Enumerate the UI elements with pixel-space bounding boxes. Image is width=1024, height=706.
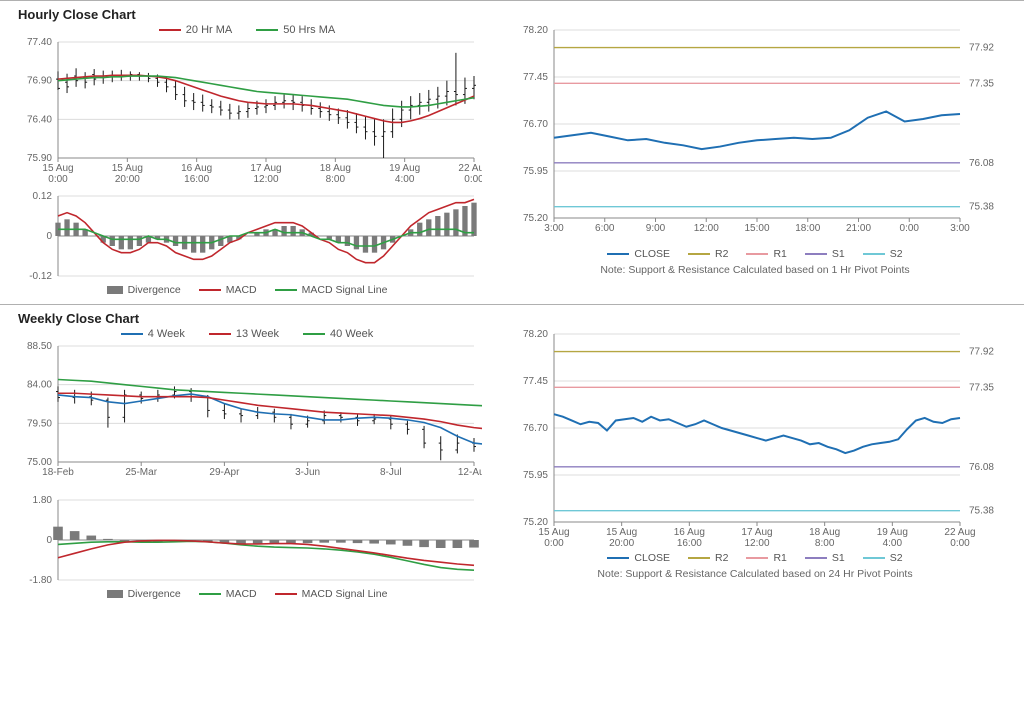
svg-text:21:00: 21:00 [846, 223, 871, 234]
svg-text:76.40: 76.40 [27, 114, 52, 125]
svg-text:22 Aug: 22 Aug [458, 163, 482, 174]
svg-text:17 Aug: 17 Aug [250, 163, 281, 174]
hourly-sr-chart: 75.2075.9576.7077.4578.203:006:009:0012:… [510, 24, 1000, 246]
svg-text:3:00: 3:00 [544, 223, 564, 234]
svg-text:3-Jun: 3-Jun [295, 467, 320, 478]
svg-text:-0.12: -0.12 [29, 271, 52, 282]
svg-text:15 Aug: 15 Aug [606, 527, 637, 538]
weekly-price-chart: 75.0079.5084.0088.5018-Feb25-Mar29-Apr3-… [12, 342, 482, 490]
svg-text:4:00: 4:00 [395, 174, 415, 185]
svg-text:0:00: 0:00 [464, 174, 482, 185]
svg-text:0:00: 0:00 [544, 538, 564, 549]
svg-text:76.70: 76.70 [523, 119, 548, 130]
svg-text:16 Aug: 16 Aug [181, 163, 212, 174]
svg-text:76.08: 76.08 [969, 462, 994, 473]
svg-text:18 Aug: 18 Aug [809, 527, 840, 538]
svg-text:6:00: 6:00 [595, 223, 615, 234]
svg-text:1.80: 1.80 [33, 496, 53, 506]
hourly-macd-legend: DivergenceMACDMACD Signal Line [12, 284, 482, 296]
svg-text:20:00: 20:00 [115, 174, 140, 185]
weekly-sr-chart: 75.2075.9576.7077.4578.2015 Aug0:0015 Au… [510, 328, 1000, 550]
hourly-panel: Hourly Close Chart 20 Hr MA50 Hrs MA 75.… [0, 0, 1024, 304]
svg-text:8-Jul: 8-Jul [380, 467, 402, 478]
hourly-sr-legend: CLOSER2R1S1S2 [510, 248, 1000, 260]
svg-text:77.40: 77.40 [27, 38, 52, 48]
hourly-sr-note: Note: Support & Resistance Calculated ba… [510, 264, 1000, 276]
svg-text:76.70: 76.70 [523, 423, 548, 434]
hourly-macd-chart: -0.12 0 0.12 [12, 192, 482, 282]
weekly-macd-legend: DivergenceMACDMACD Signal Line [12, 588, 482, 600]
svg-text:88.50: 88.50 [27, 342, 52, 352]
svg-text:0: 0 [46, 231, 52, 242]
svg-text:75.38: 75.38 [969, 506, 994, 517]
svg-text:77.45: 77.45 [523, 376, 548, 387]
svg-text:12-Aug: 12-Aug [458, 467, 482, 478]
svg-text:4:00: 4:00 [883, 538, 903, 549]
svg-text:0.12: 0.12 [33, 192, 53, 202]
svg-text:19 Aug: 19 Aug [389, 163, 420, 174]
svg-text:76.08: 76.08 [969, 158, 994, 169]
svg-text:76.90: 76.90 [27, 76, 52, 87]
svg-text:17 Aug: 17 Aug [741, 527, 772, 538]
svg-text:25-Mar: 25-Mar [125, 467, 157, 478]
weekly-price-legend: 4 Week13 Week40 Week [12, 328, 482, 340]
svg-text:22 Aug: 22 Aug [944, 527, 975, 538]
svg-text:78.20: 78.20 [523, 329, 548, 340]
svg-text:15 Aug: 15 Aug [112, 163, 143, 174]
svg-text:15 Aug: 15 Aug [42, 163, 73, 174]
svg-text:18 Aug: 18 Aug [320, 163, 351, 174]
svg-text:12:00: 12:00 [694, 223, 719, 234]
svg-text:0: 0 [46, 535, 52, 546]
svg-text:8:00: 8:00 [326, 174, 346, 185]
svg-text:-1.80: -1.80 [29, 575, 52, 586]
svg-text:79.50: 79.50 [27, 418, 52, 429]
svg-text:78.20: 78.20 [523, 25, 548, 36]
svg-text:77.35: 77.35 [969, 78, 994, 89]
hourly-price-legend: 20 Hr MA50 Hrs MA [12, 24, 482, 36]
svg-text:16:00: 16:00 [677, 538, 702, 549]
svg-text:18:00: 18:00 [795, 223, 820, 234]
svg-text:12:00: 12:00 [253, 174, 278, 185]
svg-text:75.95: 75.95 [523, 166, 548, 177]
svg-text:15 Aug: 15 Aug [538, 527, 569, 538]
svg-text:0:00: 0:00 [48, 174, 68, 185]
svg-text:84.00: 84.00 [27, 380, 52, 391]
svg-text:16 Aug: 16 Aug [674, 527, 705, 538]
svg-text:3:00: 3:00 [950, 223, 970, 234]
svg-text:77.45: 77.45 [523, 72, 548, 83]
svg-text:9:00: 9:00 [646, 223, 666, 234]
hourly-title: Hourly Close Chart [18, 7, 1012, 22]
weekly-macd-chart: -1.80 0 1.80 [12, 496, 482, 586]
hourly-price-chart: 75.9076.4076.9077.4015 Aug0:0015 Aug20:0… [12, 38, 482, 186]
svg-text:75.95: 75.95 [523, 470, 548, 481]
svg-text:0:00: 0:00 [900, 223, 920, 234]
svg-text:18-Feb: 18-Feb [42, 467, 74, 478]
weekly-sr-note: Note: Support & Resistance Calculated ba… [510, 568, 1000, 580]
svg-text:12:00: 12:00 [744, 538, 769, 549]
svg-text:19 Aug: 19 Aug [877, 527, 908, 538]
svg-text:16:00: 16:00 [184, 174, 209, 185]
weekly-title: Weekly Close Chart [18, 311, 1012, 326]
svg-text:75.38: 75.38 [969, 202, 994, 213]
svg-text:77.92: 77.92 [969, 347, 994, 358]
svg-text:77.92: 77.92 [969, 43, 994, 54]
svg-text:20:00: 20:00 [609, 538, 634, 549]
weekly-sr-legend: CLOSER2R1S1S2 [510, 552, 1000, 564]
weekly-panel: Weekly Close Chart 4 Week13 Week40 Week … [0, 304, 1024, 608]
svg-text:0:00: 0:00 [950, 538, 970, 549]
svg-text:29-Apr: 29-Apr [209, 467, 240, 478]
svg-text:77.35: 77.35 [969, 382, 994, 393]
svg-text:8:00: 8:00 [815, 538, 835, 549]
svg-text:15:00: 15:00 [744, 223, 769, 234]
